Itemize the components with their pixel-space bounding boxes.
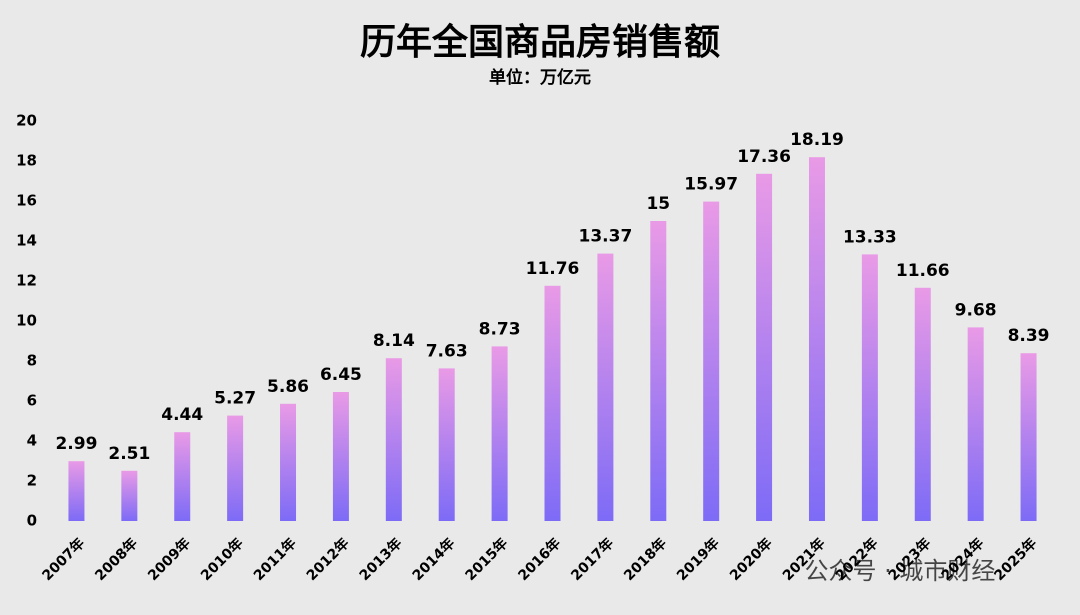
data-label: 8.73: [479, 319, 521, 339]
bar: [914, 287, 931, 521]
bar: [385, 358, 402, 521]
y-tick-label: 12: [16, 272, 37, 290]
watermark: 公众号 · 城市财经: [805, 557, 996, 585]
data-label: 5.27: [214, 389, 256, 409]
chart-subtitle: 单位：万亿元: [489, 67, 591, 88]
data-label: 17.36: [737, 147, 791, 167]
data-label: 11.66: [896, 261, 950, 281]
bar: [861, 254, 878, 521]
y-tick-label: 20: [16, 112, 37, 130]
data-label: 7.63: [426, 341, 468, 361]
data-label: 11.76: [526, 259, 580, 279]
y-tick-label: 10: [16, 312, 37, 330]
data-label: 8.39: [1008, 326, 1050, 346]
data-label: 2.99: [55, 434, 97, 454]
data-label: 13.33: [843, 227, 897, 247]
data-label: 15.97: [684, 175, 738, 195]
y-tick-label: 16: [16, 192, 37, 210]
bar: [1020, 353, 1037, 521]
bar: [650, 221, 667, 521]
data-label: 18.19: [790, 130, 844, 150]
bar: [491, 346, 508, 521]
y-tick-label: 0: [27, 512, 37, 530]
bar: [967, 327, 984, 521]
bar: [174, 432, 191, 521]
data-label: 4.44: [161, 405, 203, 425]
bar: [68, 461, 85, 521]
y-tick-label: 18: [16, 152, 37, 170]
bar: [438, 368, 455, 521]
bar: [227, 415, 244, 521]
data-label: 9.68: [955, 300, 997, 320]
bar: [597, 253, 614, 521]
bar: [332, 392, 349, 521]
data-label: 2.51: [108, 444, 150, 464]
bar: [756, 173, 773, 522]
data-label: 13.37: [579, 227, 633, 247]
bar: [121, 470, 138, 521]
bar: [808, 157, 825, 521]
y-tick-label: 6: [27, 392, 37, 410]
bar: [703, 201, 720, 521]
data-label: 15: [646, 194, 670, 214]
bar: [544, 285, 561, 521]
data-label: 6.45: [320, 365, 362, 385]
data-label: 5.86: [267, 377, 309, 397]
chart-title: 历年全国商品房销售额: [360, 21, 720, 63]
y-tick-label: 2: [27, 472, 37, 490]
y-tick-label: 14: [16, 232, 37, 250]
y-tick-label: 4: [27, 432, 37, 450]
bar: [280, 403, 297, 521]
y-tick-label: 8: [27, 352, 37, 370]
data-label: 8.14: [373, 331, 415, 351]
